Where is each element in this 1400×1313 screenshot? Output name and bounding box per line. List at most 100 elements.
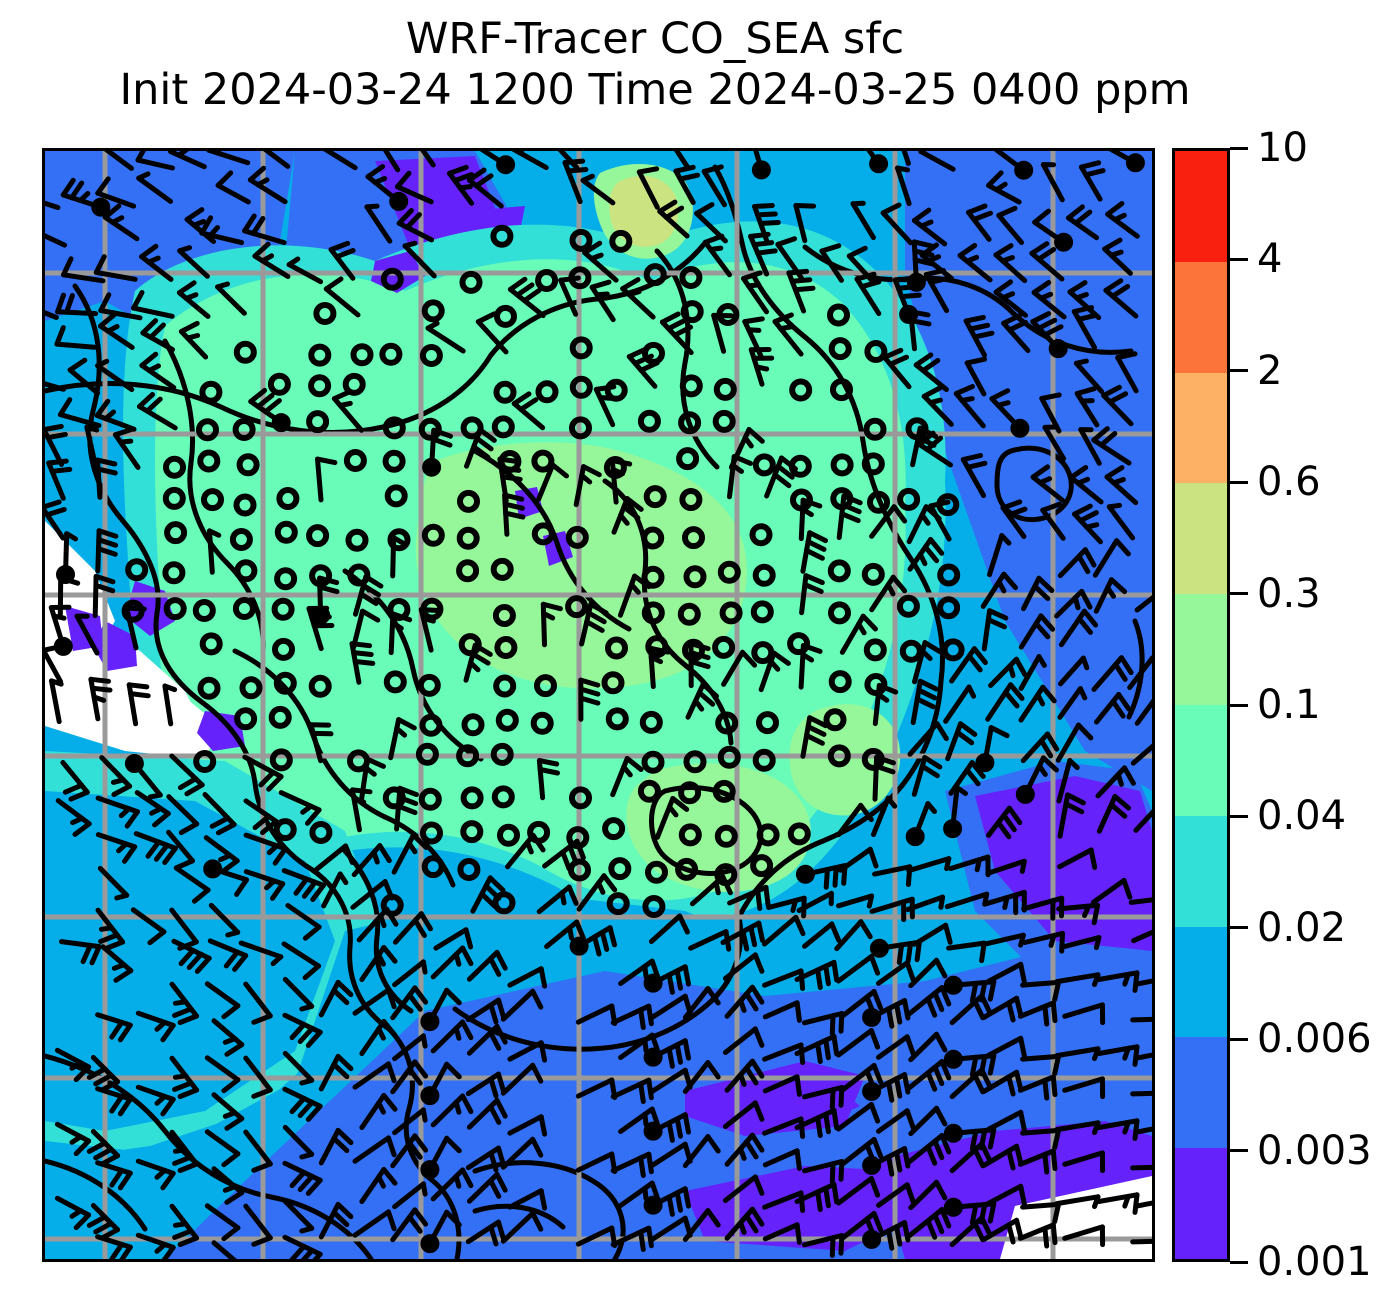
wind-barb-feather — [263, 398, 282, 415]
wind-barb-shaft — [130, 907, 167, 935]
wind-barb-feather — [871, 1137, 884, 1159]
calm-wind-circle — [645, 860, 668, 884]
wind-barb-feather — [1035, 692, 1046, 707]
wind-barb-feather — [886, 1228, 895, 1251]
wind-barb-shaft — [1074, 391, 1100, 428]
calm-wind-circle — [421, 299, 445, 323]
wind-barb-feather — [331, 1061, 350, 1080]
wind-barb-feather — [215, 170, 234, 188]
wind-barb-feather — [1065, 792, 1086, 806]
wind-barb-feather — [444, 1209, 462, 1228]
wind-barb-shaft — [834, 919, 864, 952]
wind-barb-feather — [646, 1003, 654, 1027]
calm-wind-circle — [382, 449, 406, 473]
wind-barb-feather — [581, 464, 602, 478]
wind-barb-origin — [943, 975, 963, 995]
wind-barb-feather — [731, 454, 753, 466]
wind-barb-shaft — [1127, 655, 1152, 690]
wind-barb-feather — [178, 947, 196, 967]
wind-barb-shaft — [178, 329, 209, 360]
calm-wind-circle — [460, 820, 484, 844]
wind-barb-feather — [122, 844, 138, 864]
wind-barb-feather — [95, 358, 110, 369]
wind-barb-feather — [999, 533, 1012, 546]
wind-barb-feather — [94, 398, 111, 418]
wind-barbs — [45, 151, 1152, 1259]
wind-barb-feather — [177, 245, 192, 254]
wind-barb-shaft — [383, 151, 401, 173]
calm-wind-circle — [420, 821, 443, 845]
calm-wind-circle — [790, 488, 813, 512]
wind-barb-feather — [934, 1031, 948, 1053]
wind-barb-feather — [112, 426, 135, 438]
wind-barb-shaft — [918, 151, 956, 172]
wind-barb-feather — [371, 849, 380, 865]
wind-barb-shaft — [722, 1174, 758, 1203]
wind-barb-shaft — [45, 648, 64, 685]
wind-barb-shaft — [1090, 877, 1127, 905]
wind-barb-feather — [751, 240, 775, 248]
wind-barb-feather — [337, 400, 353, 408]
wind-barb-shaft — [636, 169, 660, 210]
wind-barb-feather — [140, 318, 159, 336]
wind-barb-feather — [172, 1073, 189, 1080]
colorbar-tick: 0.001 — [1230, 1242, 1372, 1282]
wind-barb-shaft — [507, 1188, 544, 1210]
wind-barb-feather — [1050, 1074, 1058, 1098]
wind-barb-shaft — [1018, 613, 1044, 650]
wind-barb-feather — [386, 1061, 397, 1084]
wind-barb-feather — [118, 438, 134, 445]
colorbar-band — [1175, 261, 1227, 373]
wind-barb-feather — [868, 954, 881, 976]
wind-barb-shaft — [913, 362, 949, 392]
wind-barb-feather — [453, 1099, 462, 1115]
colorbar-tick-label: 0.003 — [1257, 1127, 1372, 1174]
wind-barb-shaft — [184, 216, 216, 244]
wind-barb-feather — [589, 279, 612, 290]
wind-barb-feather — [395, 803, 418, 816]
wind-barb-feather — [96, 528, 119, 539]
colorbar-band — [1175, 1037, 1227, 1149]
wind-barb-feather — [299, 1003, 315, 1012]
wind-barb-shaft — [895, 165, 912, 207]
wind-barb-feather — [954, 729, 975, 746]
wind-barb-feather — [794, 1222, 802, 1245]
wind-barb-feather — [105, 324, 120, 334]
wind-barb-shaft — [871, 795, 891, 837]
wind-barb-shaft — [944, 891, 990, 910]
wind-barb-feather — [530, 1136, 544, 1158]
wind-barb-feather — [463, 927, 474, 950]
wind-barb-feather — [386, 987, 397, 1010]
wind-barb-shaft — [682, 1208, 711, 1242]
wind-barb-feather — [599, 929, 610, 952]
wind-barb-feather — [396, 717, 417, 731]
wind-barb-feather — [1018, 932, 1026, 948]
wind-barb-shaft — [872, 754, 880, 802]
wind-barb-shaft — [176, 290, 211, 319]
wind-barb-shaft — [465, 997, 501, 1023]
wind-barb-feather — [224, 1116, 245, 1131]
wind-barb-feather — [871, 1063, 884, 1085]
wind-barb-shaft — [204, 981, 241, 1009]
wind-barb-feather — [418, 911, 433, 932]
wind-barb-feather — [666, 1194, 675, 1217]
wind-barb-feather — [176, 151, 189, 158]
calm-wind-circle — [756, 711, 779, 735]
wind-barb-feather — [95, 457, 118, 467]
wind-barb-feather — [969, 980, 979, 1004]
wind-barb-feather — [895, 284, 919, 291]
wind-barb-feather — [621, 504, 641, 521]
wind-barb-feather — [744, 1213, 759, 1234]
wind-barb-feather — [894, 1002, 903, 1025]
wind-barb-feather — [412, 917, 427, 938]
wind-barb-origin — [975, 753, 995, 773]
wind-barb-feather — [646, 1225, 654, 1249]
wind-barb-feather — [1076, 312, 1099, 322]
wind-barb-feather — [993, 243, 1014, 258]
wind-barb-shaft — [575, 1151, 615, 1173]
wind-barb-feather — [301, 879, 318, 899]
wind-barb-feather — [1113, 662, 1128, 682]
wind-barb-feather — [69, 1060, 84, 1071]
wind-barb-feather — [172, 1221, 189, 1228]
calm-wind-circle — [457, 858, 481, 881]
